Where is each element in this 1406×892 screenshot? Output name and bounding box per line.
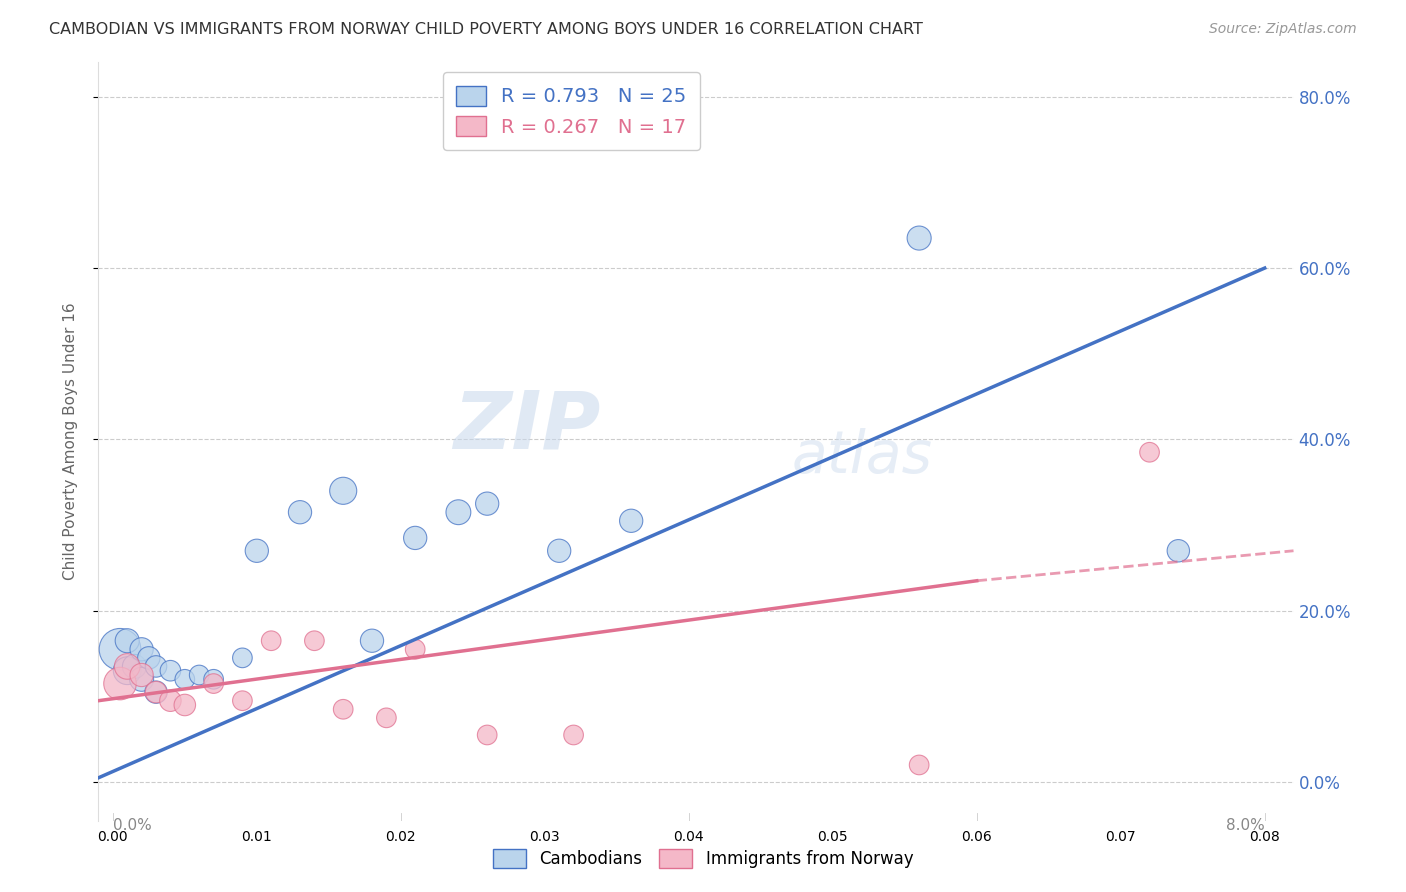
Text: CAMBODIAN VS IMMIGRANTS FROM NORWAY CHILD POVERTY AMONG BOYS UNDER 16 CORRELATIO: CAMBODIAN VS IMMIGRANTS FROM NORWAY CHIL…	[49, 22, 924, 37]
Point	[188, 668, 211, 682]
Point	[1167, 543, 1189, 558]
Point	[115, 664, 138, 678]
Text: 8.0%: 8.0%	[1226, 818, 1265, 833]
Point	[131, 642, 153, 657]
Point	[477, 728, 499, 742]
Point	[159, 694, 181, 708]
Point	[620, 514, 643, 528]
Point	[332, 702, 354, 716]
Text: atlas: atlas	[792, 428, 932, 485]
Point	[246, 543, 269, 558]
Text: 0.0%: 0.0%	[112, 818, 152, 833]
Point	[562, 728, 585, 742]
Point	[115, 633, 138, 648]
Point	[304, 633, 326, 648]
Point	[908, 231, 931, 245]
Point	[404, 531, 426, 545]
Point	[138, 651, 160, 665]
Point	[173, 673, 195, 687]
Point	[115, 659, 138, 673]
Point	[159, 664, 181, 678]
Point	[404, 642, 426, 657]
Point	[231, 651, 253, 665]
Point	[202, 676, 225, 690]
Text: Source: ZipAtlas.com: Source: ZipAtlas.com	[1209, 22, 1357, 37]
Legend: R = 0.793   N = 25, R = 0.267   N = 17: R = 0.793 N = 25, R = 0.267 N = 17	[443, 72, 700, 150]
Point	[173, 698, 195, 712]
Point	[447, 505, 470, 519]
Text: ZIP: ZIP	[453, 387, 600, 466]
Point	[108, 676, 131, 690]
Point	[1139, 445, 1161, 459]
Point	[145, 659, 167, 673]
Point	[908, 758, 931, 772]
Legend: Cambodians, Immigrants from Norway: Cambodians, Immigrants from Norway	[486, 842, 920, 875]
Point	[548, 543, 571, 558]
Point	[260, 633, 283, 648]
Point	[361, 633, 384, 648]
Point	[288, 505, 311, 519]
Point	[131, 673, 153, 687]
Point	[332, 483, 354, 498]
Point	[131, 668, 153, 682]
Point	[124, 659, 146, 673]
Point	[231, 694, 253, 708]
Y-axis label: Child Poverty Among Boys Under 16: Child Poverty Among Boys Under 16	[63, 302, 77, 581]
Point	[375, 711, 398, 725]
Point	[477, 497, 499, 511]
Point	[202, 673, 225, 687]
Point	[108, 642, 131, 657]
Point	[145, 685, 167, 699]
Point	[145, 685, 167, 699]
